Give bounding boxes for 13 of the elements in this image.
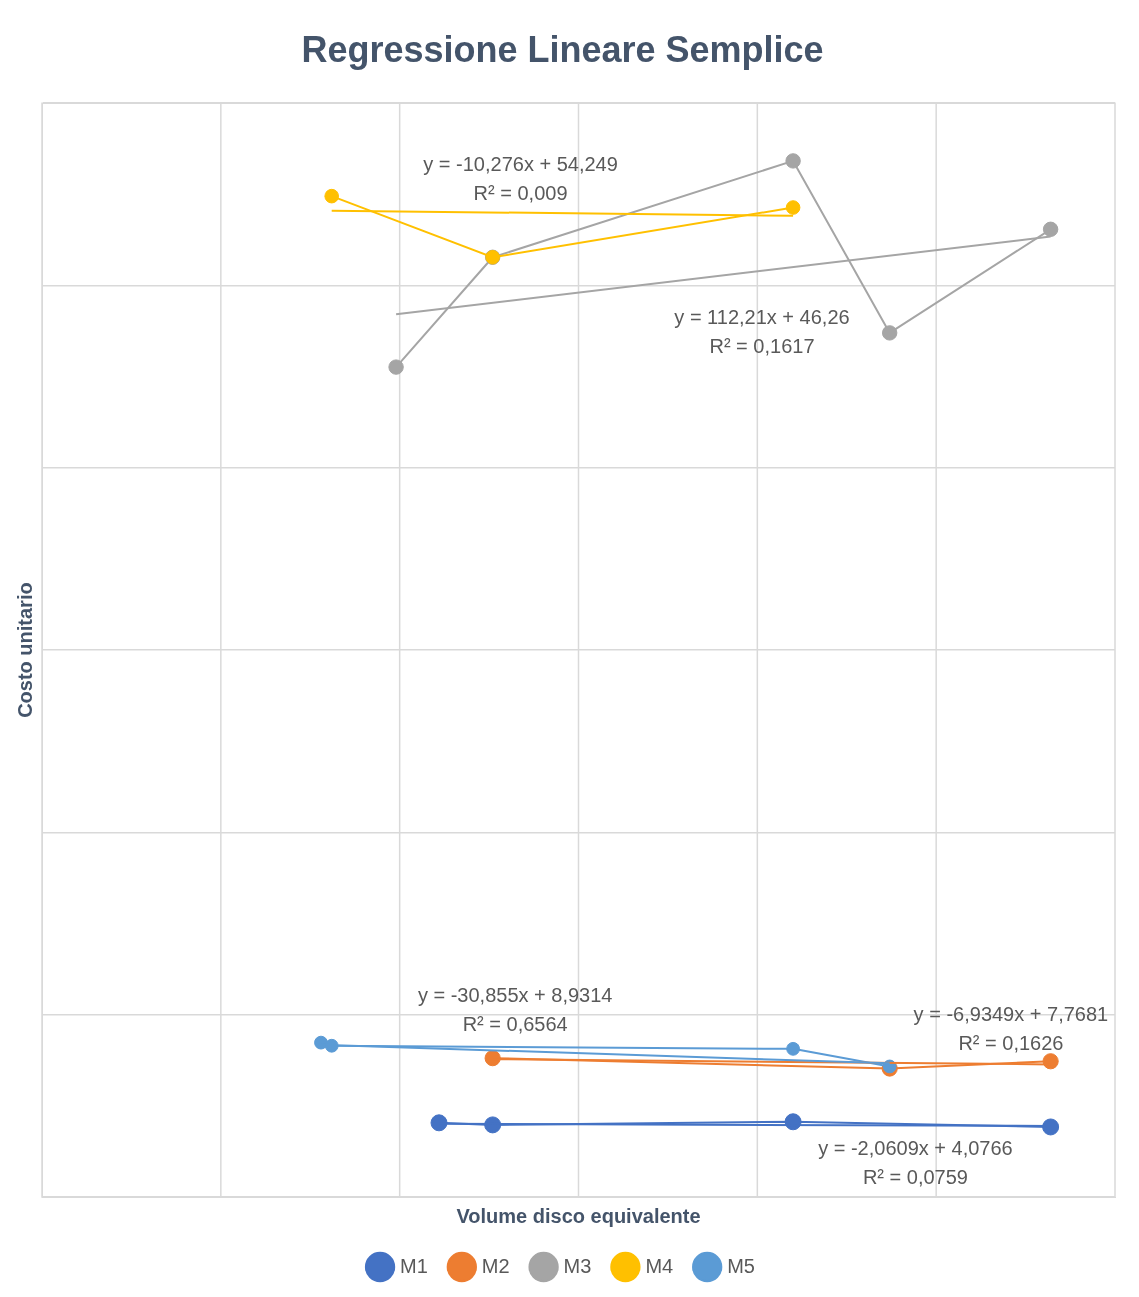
annotation: y = -10,276x + 54,249 R² = 0,009 xyxy=(423,152,618,204)
y-axis-title: Costo unitario xyxy=(13,582,36,718)
chart-title: Regressione Lineare Semplice xyxy=(301,28,824,70)
legend-label: M1 xyxy=(400,1254,428,1277)
annotation: y = -6,9349x + 7,7681 R² = 0,1626 xyxy=(913,1002,1109,1054)
annotation: y = 112,21x + 46,26 R² = 0,1617 xyxy=(674,305,850,357)
legend-label: M4 xyxy=(645,1254,674,1277)
annotation: y = -2,0609x + 4,0766 R² = 0,0759 xyxy=(818,1137,1013,1189)
annotation: y = -30,855x + 8,9314 R² = 0,6564 xyxy=(417,984,613,1036)
legend-label: M3 xyxy=(563,1254,592,1277)
legend-label: M5 xyxy=(727,1254,755,1277)
legend-label: M2 xyxy=(481,1254,510,1277)
x-axis-title: Volume disco equivalente xyxy=(456,1204,701,1227)
